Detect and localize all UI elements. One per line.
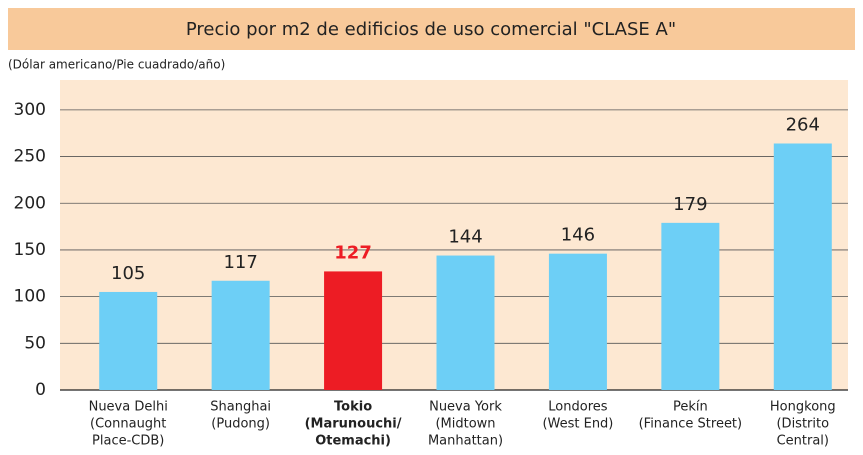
x-tick-label: (Pudong) bbox=[211, 417, 270, 432]
x-tick-label: (Finance Street) bbox=[639, 417, 743, 432]
value-label: 264 bbox=[786, 114, 820, 135]
bar bbox=[99, 291, 158, 390]
x-tick-label: Tokio bbox=[334, 400, 372, 415]
bar bbox=[773, 143, 832, 390]
x-tick-label: Manhattan) bbox=[428, 434, 503, 449]
value-label: 105 bbox=[111, 263, 145, 284]
title-band bbox=[8, 8, 855, 50]
subtitle: (Dólar americano/Pie cuadrado/año) bbox=[8, 58, 225, 72]
x-tick-label: (Midtown bbox=[435, 417, 495, 432]
value-label: 146 bbox=[561, 225, 595, 246]
x-tick-label: (Distrito bbox=[776, 417, 829, 432]
x-tick-label: (West End) bbox=[542, 417, 613, 432]
y-tick-label: 50 bbox=[24, 333, 46, 353]
x-tick-label: (Connaught bbox=[90, 417, 166, 432]
x-tick-label: Central) bbox=[777, 434, 829, 449]
y-tick-label: 200 bbox=[14, 193, 46, 213]
bar bbox=[548, 253, 607, 390]
x-tick-label: (Marunouchi/ bbox=[305, 417, 402, 432]
bar bbox=[211, 280, 270, 390]
bar bbox=[436, 255, 495, 390]
x-tick-label: Londores bbox=[548, 400, 607, 415]
x-tick-label: Place-CDB) bbox=[92, 434, 164, 449]
value-label: 127 bbox=[334, 242, 372, 263]
y-tick-label: 100 bbox=[14, 287, 46, 307]
value-label: 144 bbox=[448, 227, 482, 248]
bar bbox=[324, 271, 383, 390]
x-tick-label: Otemachi) bbox=[315, 434, 391, 449]
y-tick-label: 0 bbox=[35, 380, 46, 400]
x-tick-label: Nueva Delhi bbox=[89, 400, 168, 415]
x-tick-label: Nueva York bbox=[429, 400, 502, 415]
bar bbox=[661, 222, 720, 390]
y-tick-label: 150 bbox=[14, 240, 46, 260]
value-label: 179 bbox=[673, 194, 707, 215]
y-tick-label: 300 bbox=[14, 100, 46, 120]
chart-title: Precio por m2 de edificios de uso comerc… bbox=[186, 19, 676, 40]
x-tick-label: Pekín bbox=[673, 400, 708, 415]
value-label: 117 bbox=[223, 252, 257, 273]
x-tick-label: Hongkong bbox=[770, 400, 836, 415]
y-tick-label: 250 bbox=[14, 147, 46, 167]
x-tick-label: Shanghai bbox=[210, 400, 271, 415]
